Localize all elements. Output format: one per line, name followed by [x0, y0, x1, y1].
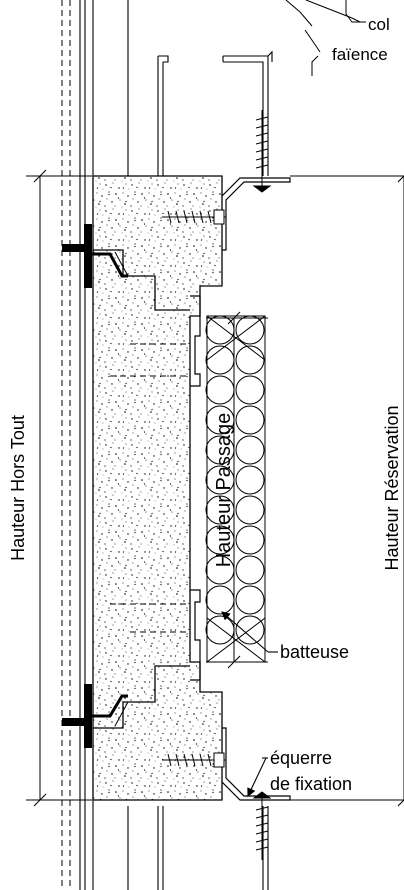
label-batteuse: batteuse: [280, 642, 349, 662]
label-hauteur-passage: Hauteur Passage: [213, 413, 235, 568]
screw-bottom-vertical: [252, 791, 272, 860]
concrete-frame: [92, 175, 223, 801]
screw-bottom-horizontal: [162, 752, 226, 768]
wall-section: [61, 0, 94, 890]
dim-hauteur-passage: [206, 311, 268, 669]
screw-top-vertical: [252, 110, 272, 193]
top-equerre-bracket: [221, 177, 291, 251]
label-faience-fragment: faïence: [332, 45, 388, 64]
label-colle-fragment: col: [368, 15, 390, 34]
batteuse-leader: [221, 611, 278, 653]
label-hauteur-reservation: Hauteur Réservation: [382, 405, 402, 570]
label-equerre-line2: de fixation: [270, 774, 352, 794]
dim-hauteur-hors-tout: [26, 169, 92, 807]
label-hauteur-hors-tout: Hauteur Hors Tout: [8, 415, 28, 561]
wall-anchor-bottom: [62, 684, 128, 748]
faience-leader-lines: [285, 0, 366, 53]
wall-anchor-top: [62, 224, 128, 288]
bottom-metal-profile: [127, 806, 269, 890]
dim-hauteur-reservation: [290, 175, 404, 807]
equerre-leader: [247, 757, 268, 797]
top-metal-profile: [127, 0, 273, 176]
screw-top-horizontal: [162, 209, 226, 225]
faience-leader: [311, 55, 319, 76]
label-equerre-line1: équerre: [270, 748, 332, 768]
batteuse-strip: [190, 295, 201, 681]
